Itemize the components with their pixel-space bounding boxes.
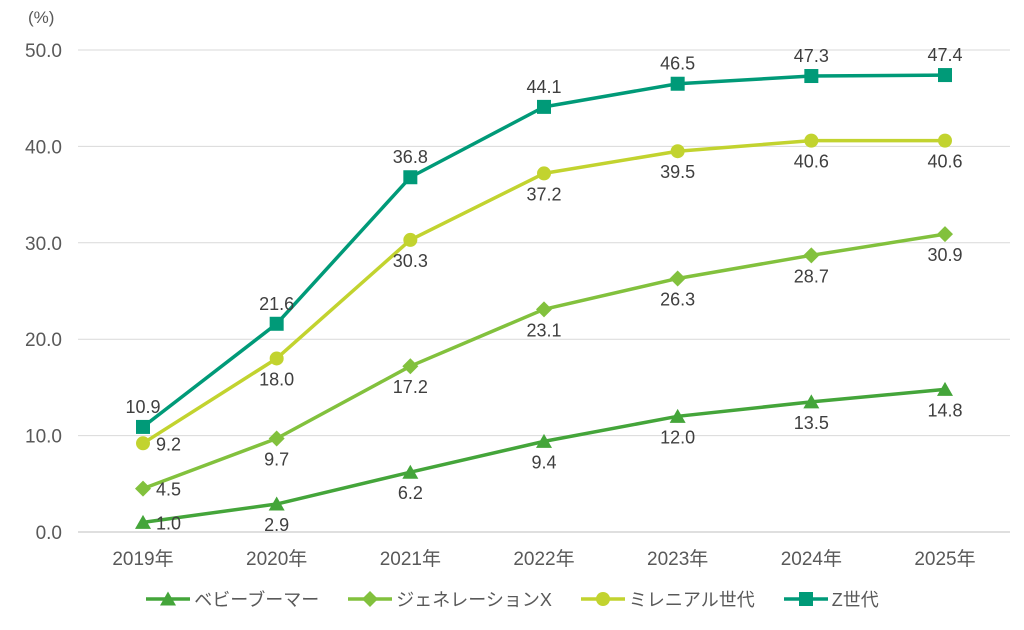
- y-axis-tick-label: 10.0: [25, 427, 62, 448]
- x-axis-tick-label: 2025年: [914, 548, 975, 570]
- series-ベビーブーマー: [135, 381, 953, 529]
- circle-marker-icon: [804, 133, 819, 148]
- data-label: 26.3: [660, 289, 695, 309]
- circle-marker-icon: [403, 232, 418, 247]
- triangle-marker-icon: [536, 433, 552, 448]
- triangle-marker-icon: [160, 591, 177, 606]
- data-label: 9.4: [531, 452, 556, 472]
- y-axis-tick-label: 50.0: [25, 41, 62, 62]
- circle-marker-icon: [670, 144, 685, 159]
- diamond-marker-icon: [536, 301, 552, 318]
- circle-marker-icon: [537, 166, 551, 181]
- diamond-marker-icon: [135, 480, 151, 497]
- series-ミレニアル世代: [136, 133, 952, 451]
- square-marker-icon: [938, 68, 952, 83]
- square-marker-icon: [136, 419, 150, 434]
- data-label: 23.1: [526, 320, 561, 340]
- data-label: 10.9: [125, 397, 160, 417]
- y-axis-tick-label: 0.0: [36, 523, 62, 544]
- x-axis-tick-label: 2021年: [380, 548, 441, 570]
- data-label: 37.2: [526, 184, 561, 204]
- data-label: 21.6: [259, 294, 294, 314]
- diamond-marker-icon: [669, 270, 686, 287]
- triangle-marker-icon: [937, 381, 953, 396]
- legend-label: Z世代: [831, 590, 879, 610]
- legend-label: ベビーブーマー: [194, 590, 320, 610]
- triangle-legend-marker-icon: [146, 591, 191, 606]
- legend-item-ミレニアル世代: ミレニアル世代: [580, 586, 755, 612]
- triangle-marker-icon: [402, 464, 419, 479]
- data-label: 2.9: [264, 515, 289, 535]
- circle-marker-icon: [136, 436, 150, 451]
- y-axis-unit-label: (%): [28, 8, 55, 27]
- legend-item-Z世代: Z世代: [783, 586, 879, 612]
- triangle-marker-icon: [135, 514, 151, 529]
- data-label: 14.8: [927, 400, 962, 420]
- square-legend-marker-icon: [783, 592, 828, 606]
- data-label: 6.2: [398, 483, 423, 503]
- data-label: 13.5: [794, 413, 829, 433]
- data-label: 28.7: [794, 266, 829, 286]
- circle-marker-icon: [269, 351, 284, 366]
- square-marker-icon: [804, 69, 819, 84]
- x-axis-tick-label: 2020年: [246, 548, 307, 570]
- square-marker-icon: [537, 99, 551, 114]
- x-axis-tick-label: 2019年: [112, 548, 173, 570]
- diamond-marker-icon: [362, 591, 379, 607]
- data-label: 39.5: [660, 162, 695, 182]
- data-label: 18.0: [259, 369, 294, 389]
- series-Z世代: [136, 68, 952, 434]
- data-label: 40.6: [794, 152, 829, 172]
- square-marker-icon: [670, 76, 685, 91]
- triangle-marker-icon: [803, 394, 820, 409]
- data-label: 46.5: [660, 54, 695, 74]
- square-marker-icon: [798, 592, 813, 606]
- series-ジェネレーションX: [135, 226, 953, 497]
- data-label: 9.2: [156, 434, 181, 454]
- data-label: 44.1: [526, 77, 561, 97]
- y-axis-tick-label: 30.0: [25, 234, 62, 255]
- x-axis-tick-label: 2022年: [513, 548, 574, 570]
- data-label: 40.6: [927, 152, 962, 172]
- data-label: 9.7: [264, 449, 289, 469]
- data-label: 47.4: [927, 45, 962, 65]
- square-marker-icon: [269, 316, 284, 331]
- y-axis-tick-label: 20.0: [25, 330, 62, 351]
- diamond-marker-icon: [402, 358, 419, 375]
- legend-label: ミレニアル世代: [628, 590, 755, 610]
- data-label: 30.9: [927, 245, 962, 265]
- triangle-marker-icon: [669, 408, 686, 423]
- data-label: 1.0: [156, 513, 181, 533]
- legend-item-ジェネレーションX: ジェネレーションX: [347, 586, 552, 612]
- diamond-legend-marker-icon: [348, 591, 393, 607]
- data-label: 12.0: [660, 427, 695, 447]
- x-axis-tick-label: 2023年: [647, 548, 708, 570]
- circle-marker-icon: [595, 592, 610, 606]
- data-label: 4.5: [156, 480, 181, 500]
- circle-marker-icon: [938, 133, 952, 148]
- data-label: 36.8: [393, 147, 428, 167]
- x-axis-tick-label: 2024年: [781, 548, 842, 570]
- line-chart: 0.0 10.0 20.0 30.0 40.0 50.0 2019年 2020年 2021年 20…: [25, 41, 1010, 570]
- chart-legend: ベビーブーマー ジェネレーションX ミレニアル世代 Z世代: [0, 586, 1024, 612]
- circle-legend-marker-icon: [580, 592, 625, 606]
- data-label: 17.2: [393, 377, 428, 397]
- legend-item-ベビーブーマー: ベビーブーマー: [145, 586, 319, 612]
- legend-label: ジェネレーションX: [396, 590, 552, 610]
- diamond-marker-icon: [268, 430, 285, 447]
- triangle-marker-icon: [268, 496, 285, 511]
- y-axis-tick-label: 40.0: [25, 137, 62, 158]
- diamond-marker-icon: [803, 247, 820, 264]
- data-label: 30.3: [393, 251, 428, 271]
- data-label: 47.3: [794, 46, 829, 66]
- square-marker-icon: [403, 170, 418, 185]
- diamond-marker-icon: [937, 226, 953, 243]
